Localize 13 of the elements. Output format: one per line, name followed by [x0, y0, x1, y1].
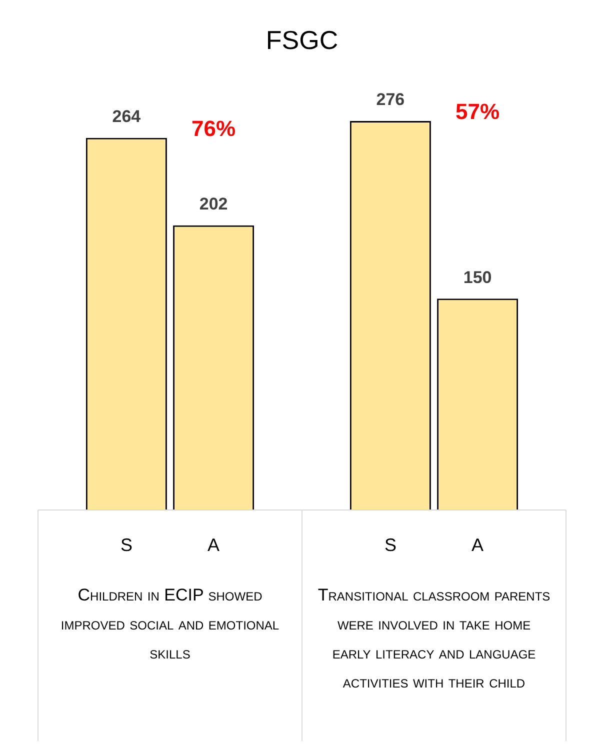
data-label: 264	[112, 107, 142, 126]
series-label: A	[208, 534, 220, 555]
annotation: 76%	[192, 116, 236, 141]
chart-title: FSGC	[266, 24, 338, 55]
x-tick-label: Children in ECIP showed improved social and emotional skills	[60, 586, 280, 663]
data-label: 150	[463, 268, 492, 287]
data-label: 276	[376, 90, 405, 110]
text: S	[384, 534, 396, 555]
x-tick-label: Transitional classroom parents were involved in take home early literacy and language activities with their child	[318, 586, 550, 692]
text: A	[472, 534, 484, 555]
series-label: S	[120, 534, 132, 555]
data-label: 202	[199, 194, 228, 214]
annotation: 57%	[456, 99, 500, 124]
